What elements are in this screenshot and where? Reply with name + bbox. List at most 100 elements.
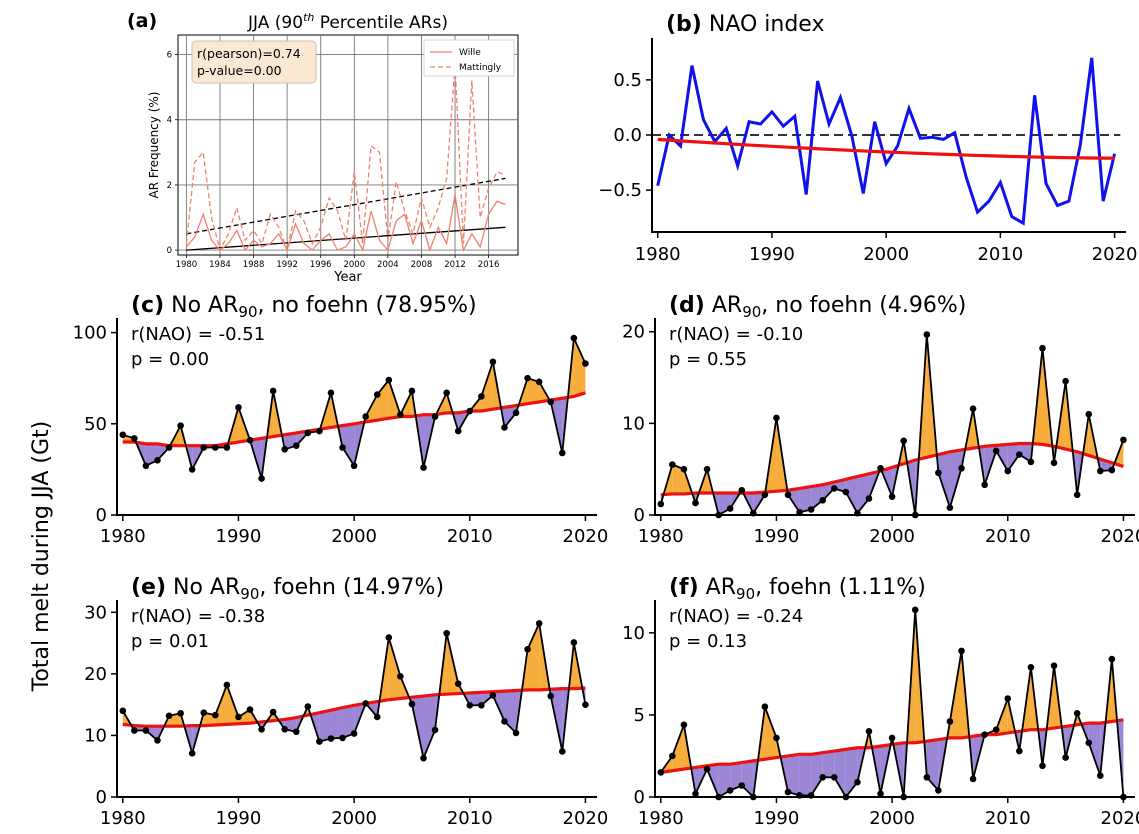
- x-tick-label: 1980: [100, 526, 146, 547]
- data-point: [888, 734, 896, 742]
- data-point: [373, 713, 381, 721]
- data-point: [454, 427, 462, 435]
- x-tick-label: 2010: [447, 808, 493, 829]
- panel-title-text: , no foehn (78.95%): [258, 293, 477, 318]
- x-tick-label: 2020: [1101, 808, 1139, 829]
- x-tick-label: 2020: [1101, 526, 1139, 547]
- y-tick-label: 10: [84, 725, 107, 746]
- below-trend-fill: [1007, 443, 1020, 472]
- data-point: [200, 709, 208, 716]
- panel-label: (f): [669, 575, 699, 600]
- panel-title: (e) No AR90, foehn (14.97%): [131, 575, 444, 603]
- data-point: [680, 465, 688, 473]
- x-tick-label: 2000: [863, 244, 909, 265]
- data-point: [969, 405, 977, 413]
- panel-title-text: No AR: [166, 575, 240, 600]
- data-point: [154, 456, 161, 464]
- data-point: [1073, 709, 1081, 717]
- x-tick-label: 2000: [869, 808, 915, 829]
- x-tick-label: 2010: [977, 244, 1023, 265]
- panel-title: (d) AR90, no foehn (4.96%): [669, 293, 966, 321]
- x-tick-label: 2000: [869, 526, 915, 547]
- data-point: [703, 765, 711, 773]
- data-point: [397, 673, 404, 680]
- x-tick-label: 1980: [100, 808, 146, 829]
- data-point: [1016, 451, 1023, 458]
- x-tick-label: 2020: [1092, 244, 1138, 265]
- data-point: [819, 774, 827, 781]
- stats-text: p = 0.00: [131, 349, 209, 370]
- data-point: [1108, 466, 1116, 474]
- stats-box: [191, 40, 317, 84]
- below-trend-fill: [1019, 443, 1031, 462]
- data-point: [877, 790, 884, 798]
- x-tick-label: 2010: [985, 526, 1031, 547]
- x-axis-label: Year: [333, 270, 362, 285]
- x-tick-label: 1990: [216, 808, 262, 829]
- x-tick-label: 1990: [749, 244, 795, 265]
- data-point: [420, 754, 427, 762]
- data-point: [1085, 739, 1093, 747]
- data-point: [177, 709, 184, 717]
- data-point: [981, 731, 988, 738]
- above-trend-fill: [527, 378, 540, 404]
- data-point: [669, 461, 676, 468]
- data-point: [431, 726, 439, 734]
- data-point: [408, 387, 416, 395]
- data-point: [669, 752, 676, 760]
- below-trend-fill: [319, 710, 331, 742]
- y-tick-label: 2: [167, 181, 172, 191]
- y-tick-label: 0: [96, 787, 107, 808]
- data-point: [177, 422, 184, 429]
- below-trend-fill: [822, 751, 835, 778]
- data-point: [223, 681, 231, 689]
- x-tick-label: 2000: [331, 526, 377, 547]
- panel-title: (f) AR90, foehn (1.11%): [669, 575, 926, 603]
- panel-title-superscript: th: [303, 11, 314, 24]
- data-point: [582, 360, 589, 367]
- data-point: [1120, 436, 1127, 444]
- data-point: [784, 788, 792, 796]
- data-point: [1050, 662, 1058, 669]
- data-point: [512, 409, 520, 417]
- stats-text: r(NAO) = -0.38: [131, 606, 265, 627]
- data-point: [316, 738, 323, 745]
- data-point: [946, 504, 954, 511]
- x-tick-label: 2000: [331, 808, 377, 829]
- data-point: [304, 429, 312, 437]
- panel-label: (e): [131, 575, 166, 600]
- stats-text: p = 0.55: [669, 349, 747, 370]
- x-tick-label: 2010: [985, 808, 1031, 829]
- data-point: [188, 466, 196, 473]
- stats-text: r(NAO) = -0.24: [669, 606, 803, 627]
- data-point: [489, 358, 497, 366]
- data-point: [385, 634, 393, 641]
- y-tick-label: 10: [622, 413, 645, 434]
- data-point: [1073, 491, 1081, 499]
- data-point: [269, 387, 277, 395]
- y-tick-label: 50: [84, 414, 107, 435]
- data-point: [570, 334, 578, 342]
- data-point: [512, 729, 520, 737]
- data-point: [165, 444, 173, 451]
- data-point: [784, 491, 792, 499]
- data-point: [888, 493, 896, 500]
- data-point: [547, 692, 555, 700]
- x-tick-label: 1980: [635, 244, 681, 265]
- data-point: [362, 413, 369, 420]
- data-point: [877, 464, 884, 472]
- panel-e: 1980 1990 2000 2010 2020 0 10 20 30 (e) No AR90, …: [84, 575, 608, 829]
- data-point: [935, 787, 942, 794]
- data-point: [935, 469, 942, 477]
- panel-title-subscript: 90: [238, 303, 257, 321]
- stats-text: p = 0.01: [131, 631, 209, 652]
- y-axis-label: AR Frequency (%): [147, 92, 161, 199]
- data-point: [235, 404, 242, 411]
- data-point: [269, 708, 277, 716]
- data-point: [582, 701, 589, 708]
- x-tick-label: 1988: [243, 260, 265, 270]
- data-point: [900, 437, 907, 445]
- data-point: [154, 737, 161, 744]
- data-point: [1062, 754, 1069, 761]
- below-trend-fill: [718, 764, 731, 797]
